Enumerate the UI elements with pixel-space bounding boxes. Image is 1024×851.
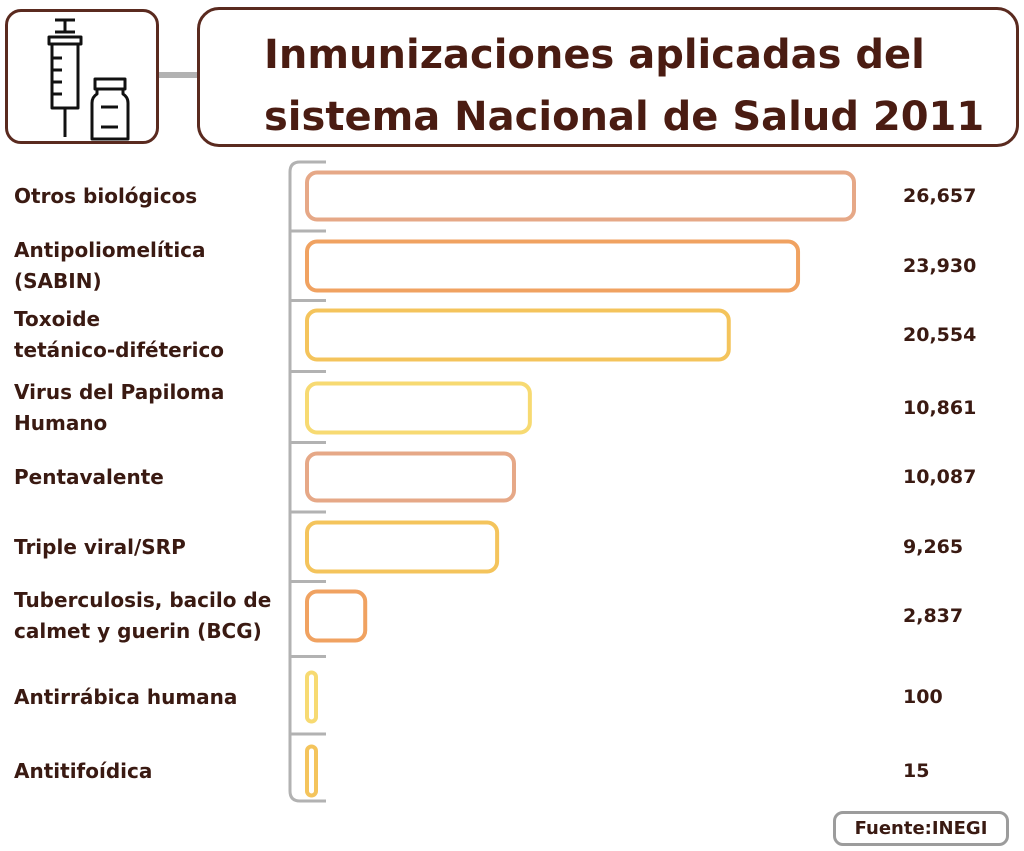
- bar: [305, 308, 731, 362]
- category-label-line: Tuberculosis, bacilo de: [14, 588, 272, 612]
- category-label: Triple viral/SRP: [14, 532, 294, 563]
- category-label: Antitifoídica: [14, 756, 294, 787]
- chart-title: Inmunizaciones aplicadas del sistema Nac…: [264, 24, 1004, 148]
- bar: [305, 670, 318, 724]
- bar: [305, 451, 516, 503]
- category-label-line: Otros biológicos: [14, 183, 198, 208]
- value-label: 26,657: [903, 185, 977, 207]
- bar: [305, 381, 532, 435]
- bar: [305, 589, 368, 643]
- syringe-and-vial-icon-box: [5, 9, 159, 144]
- title-line-1: Inmunizaciones aplicadas del: [264, 32, 925, 78]
- category-label-line: Antitifoídica: [14, 758, 153, 783]
- bar: [305, 520, 500, 574]
- value-label: 23,930: [903, 255, 977, 277]
- bar: [305, 170, 856, 222]
- source-badge: Fuente:INEGI: [833, 811, 1009, 846]
- bar: [305, 744, 318, 798]
- value-label: 15: [903, 760, 930, 782]
- category-label: Antirrábica humana: [14, 682, 294, 713]
- category-label-line: Humano: [14, 411, 108, 435]
- y-axis-line: [288, 160, 326, 803]
- category-label-line: Antirrábica humana: [14, 684, 238, 709]
- category-label-line: Virus del Papiloma: [14, 380, 225, 404]
- title-line-2: sistema Nacional de Salud 2011: [264, 94, 985, 140]
- category-label: Virus del Papiloma Humano: [14, 377, 294, 439]
- value-label: 10,087: [903, 466, 977, 488]
- value-label: 9,265: [903, 536, 964, 558]
- category-label-line: Triple viral/SRP: [14, 534, 186, 559]
- category-label: Antipoliomelítica (SABIN): [14, 235, 294, 297]
- value-label: 2,837: [903, 605, 964, 627]
- bar: [305, 239, 801, 293]
- header-connector: [159, 72, 199, 78]
- syringe-and-vial-icon: [47, 18, 130, 141]
- value-label: 100: [903, 686, 943, 708]
- value-label: 10,861: [903, 397, 977, 419]
- category-label-line: Antipoliomelítica: [14, 238, 206, 262]
- category-label-line: tetánico-diféterico: [14, 338, 225, 362]
- category-label: Otros biológicos: [14, 181, 294, 212]
- title-box: Inmunizaciones aplicadas del sistema Nac…: [197, 7, 1019, 147]
- category-label-line: Toxoide: [14, 307, 101, 331]
- category-label-line: Pentavalente: [14, 464, 164, 489]
- value-label: 20,554: [903, 324, 977, 346]
- category-label: Pentavalente: [14, 462, 294, 493]
- category-label: Tuberculosis, bacilo de calmet y guerin (…: [14, 585, 294, 647]
- category-label: Toxoide tetánico-diféterico: [14, 304, 294, 366]
- category-label-line: (SABIN): [14, 269, 102, 293]
- category-label-line: calmet y guerin (BCG): [14, 619, 262, 643]
